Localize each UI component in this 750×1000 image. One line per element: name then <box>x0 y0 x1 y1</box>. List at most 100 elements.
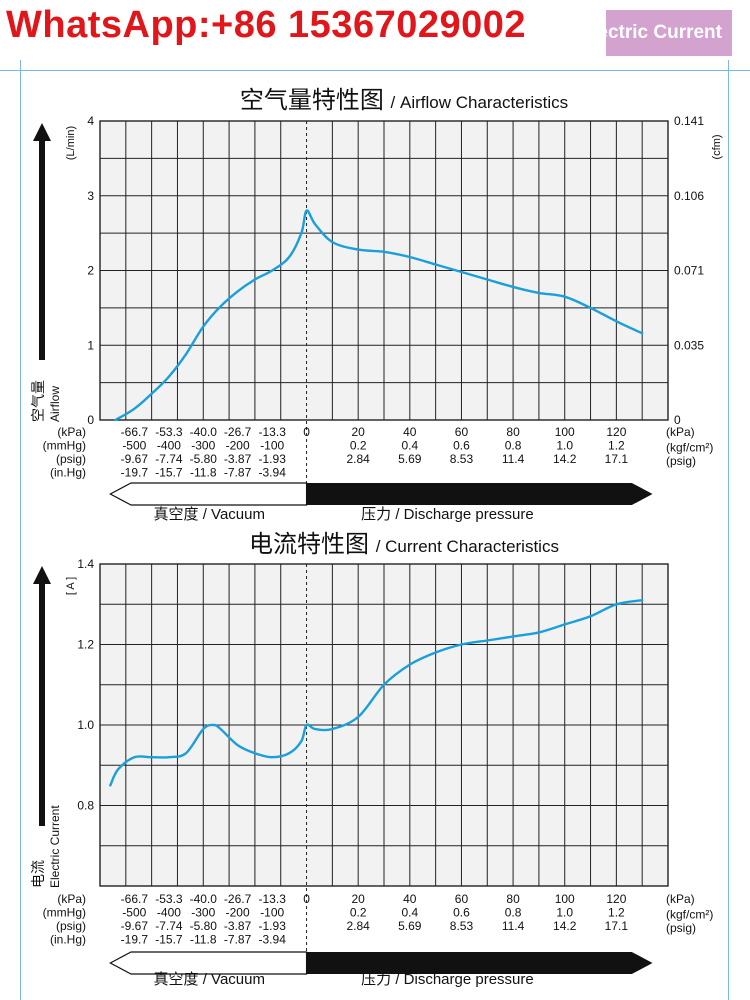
scale-value-pressure: 0.4 <box>401 906 418 920</box>
y-axis-arrow-shaft <box>39 582 45 826</box>
pressure-arrow <box>306 483 653 505</box>
scale-unit-label: (kPa) <box>57 892 86 906</box>
scale-value-vacuum: -19.7 <box>121 933 149 947</box>
background-rule-1 <box>0 70 750 71</box>
scale-value-vacuum: -9.67 <box>121 919 149 933</box>
scale-value-vacuum: -1.93 <box>259 452 287 466</box>
scale-value-vacuum: -300 <box>191 439 215 453</box>
scale-unit-label-right: (kPa) <box>666 425 695 439</box>
scale-value-pressure: 0.8 <box>505 439 522 453</box>
scale-value-pressure: 0.6 <box>453 906 470 920</box>
scale-value-vacuum: -13.3 <box>259 425 287 439</box>
scale-value-pressure: 14.2 <box>553 919 577 933</box>
scale-value-vacuum: -66.7 <box>121 892 149 906</box>
scale-unit-label-right: (kgf/cm²) <box>666 441 713 455</box>
scale-value-vacuum: -15.7 <box>155 466 183 480</box>
electric-current-tag: ectric Current <box>606 10 732 56</box>
scale-value-pressure: 5.69 <box>398 452 422 466</box>
y-tick-label: 2 <box>87 264 94 278</box>
scale-value-vacuum: -300 <box>191 906 215 920</box>
scale-value-vacuum: -3.94 <box>259 466 287 480</box>
scale-value-vacuum: -26.7 <box>224 425 252 439</box>
vacuum-label: 真空度 / Vacuum <box>154 505 265 523</box>
scale-value-pressure: 8.53 <box>450 452 474 466</box>
scale-value-pressure: 0.2 <box>350 439 367 453</box>
scale-unit-label: (mmHg) <box>43 906 86 920</box>
background-rule-3 <box>728 60 729 1000</box>
scale-value-pressure: 1.2 <box>608 439 625 453</box>
y2-tick-label: 0 <box>674 413 681 427</box>
y-tick-label: 1.2 <box>77 638 94 652</box>
scale-unit-label: (kPa) <box>57 425 86 439</box>
scale-value-vacuum: -3.87 <box>224 919 252 933</box>
y-axis-label-cn: 电流 <box>30 860 46 888</box>
scale-value-vacuum: -5.80 <box>190 452 218 466</box>
scale-value-vacuum: -66.7 <box>121 425 149 439</box>
y-axis-unit: [ A ] <box>65 577 77 595</box>
whatsapp-contact-watermark: WhatsApp:+86 15367029002 <box>6 4 527 46</box>
scale-value-vacuum: -1.93 <box>259 919 287 933</box>
y-tick-label: 0.8 <box>77 799 94 813</box>
scale-value-vacuum: -500 <box>122 906 146 920</box>
scale-value-vacuum: -5.80 <box>190 919 218 933</box>
scale-value-vacuum: -9.67 <box>121 452 149 466</box>
scale-value-vacuum: -400 <box>157 906 181 920</box>
y2-tick-label: 0.071 <box>674 264 704 278</box>
scale-value-vacuum: -7.74 <box>155 452 183 466</box>
pressure-label: 压力 / Discharge pressure <box>361 971 534 988</box>
scale-value-vacuum: -19.7 <box>121 466 149 480</box>
y-tick-label: 0 <box>87 413 94 427</box>
y2-tick-label: 0.106 <box>674 189 704 203</box>
scale-value-pressure: 120 <box>606 425 626 439</box>
scale-unit-label-right: (kPa) <box>666 892 695 906</box>
y2-axis-unit: (cfm) <box>711 134 723 159</box>
scale-value-pressure: 40 <box>403 425 417 439</box>
y-tick-label: 4 <box>87 114 94 128</box>
scale-value-vacuum: -40.0 <box>190 425 218 439</box>
chart-title-en: / Airflow Characteristics <box>391 93 569 112</box>
scale-value-pressure: 0.8 <box>505 906 522 920</box>
scale-value-pressure: 8.53 <box>450 919 474 933</box>
y-axis-label-cn: 空气量 <box>30 380 46 422</box>
scale-value-pressure: 80 <box>506 425 520 439</box>
scale-value-pressure: 14.2 <box>553 452 577 466</box>
series-line <box>114 209 644 422</box>
scale-value-vacuum: -100 <box>260 906 284 920</box>
current-chart: 电流特性图 / Current Characteristics 0.8 1.0 1.2… <box>30 531 713 988</box>
scale-value-pressure: 100 <box>555 425 575 439</box>
scale-value-vacuum: -40.0 <box>190 892 218 906</box>
y2-tick-label: 0.035 <box>674 338 704 352</box>
scale-unit-label: (psig) <box>56 452 86 466</box>
scale-value-pressure: 1.0 <box>556 906 573 920</box>
y-tick-label: 1.0 <box>77 718 94 732</box>
scale-value-pressure: 100 <box>555 892 575 906</box>
scale-value-pressure: 20 <box>352 425 366 439</box>
scale-value-vacuum: -200 <box>226 439 250 453</box>
scale-value-pressure: 2.84 <box>347 452 371 466</box>
scale-unit-label-right: (psig) <box>666 454 696 468</box>
scale-unit-label-right: (kgf/cm²) <box>666 908 713 922</box>
scale-value-vacuum: -53.3 <box>155 425 183 439</box>
pressure-label: 压力 / Discharge pressure <box>361 506 534 523</box>
scale-value-vacuum: -53.3 <box>155 892 183 906</box>
scale-value-pressure: 1.2 <box>608 906 625 920</box>
series-line <box>109 599 644 787</box>
scale-value-pressure: 20 <box>352 892 366 906</box>
y-axis-label-en: Electric Current <box>48 805 62 888</box>
scale-unit-label: (mmHg) <box>43 439 86 453</box>
scale-value-pressure: 1.0 <box>556 439 573 453</box>
y-axis-unit: (L/min) <box>65 126 77 160</box>
vacuum-arrow <box>109 482 308 506</box>
scale-value-zero: 0 <box>303 425 310 439</box>
y-axis-arrow-head <box>33 566 51 584</box>
scale-value-vacuum: -200 <box>226 906 250 920</box>
scale-value-vacuum: -7.87 <box>224 933 252 947</box>
chart-title-cn: 空气量特性图 <box>240 87 391 114</box>
y-axis-label-en: Airflow <box>48 386 62 422</box>
scale-value-pressure: 0.4 <box>401 439 418 453</box>
scale-unit-label: (in.Hg) <box>50 933 86 947</box>
scale-value-pressure: 0.2 <box>350 906 367 920</box>
scale-value-vacuum: -26.7 <box>224 892 252 906</box>
scale-value-pressure: 11.4 <box>502 919 525 933</box>
scale-value-pressure: 0.6 <box>453 439 470 453</box>
